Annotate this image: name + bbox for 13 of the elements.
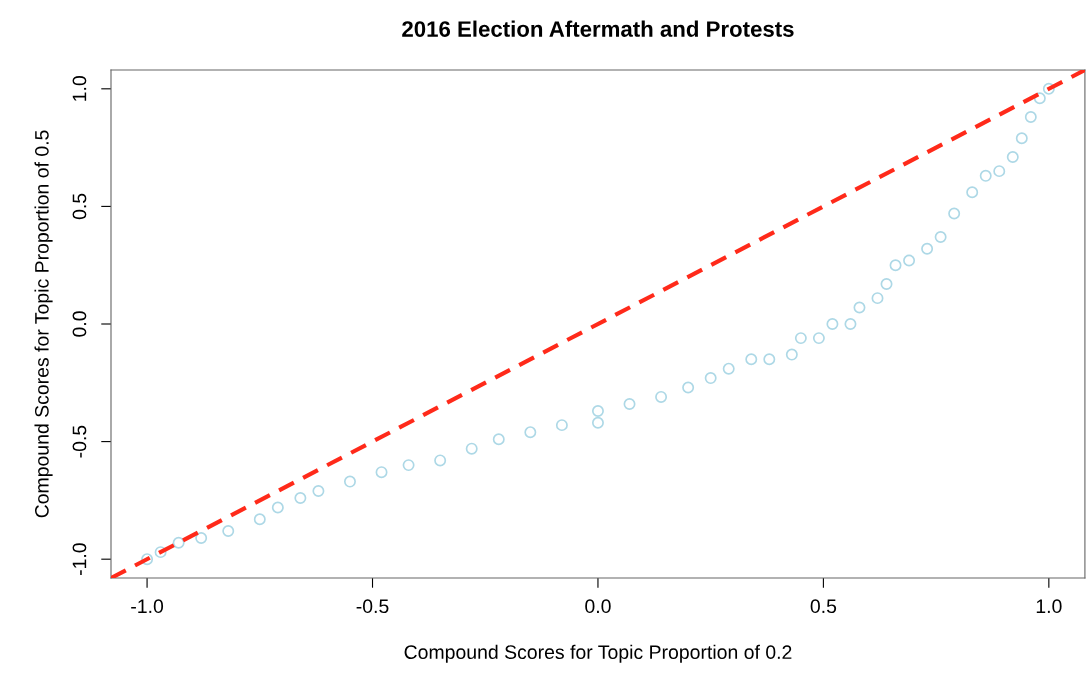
y-tick-label: 0.0 <box>72 311 87 337</box>
x-tick-label: 1.0 <box>1036 599 1062 614</box>
x-tick-label: 0.0 <box>585 599 611 614</box>
y-tick-label: 1.0 <box>72 76 87 101</box>
x-axis-title: Compound Scores for Topic Proportion of 0.2 <box>404 644 792 663</box>
y-tick-label: -0.5 <box>72 425 87 458</box>
x-tick-label: -1.0 <box>131 599 164 614</box>
y-tick-label: -1.0 <box>72 543 87 576</box>
x-tick-label: -0.5 <box>356 599 389 614</box>
chart-title: 2016 Election Aftermath and Protests <box>402 20 794 37</box>
y-tick-label: 0.5 <box>72 193 87 220</box>
y-axis-title: Compound Scores for Topic Proportion of 0.5 <box>34 130 53 518</box>
x-tick-label: 0.5 <box>810 599 837 614</box>
